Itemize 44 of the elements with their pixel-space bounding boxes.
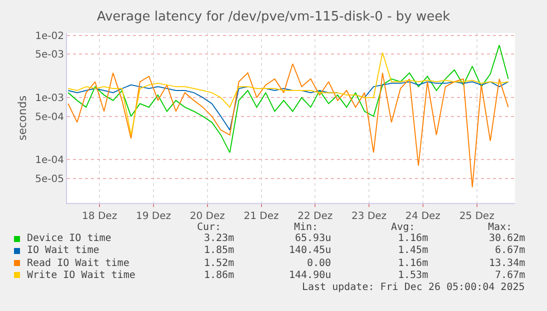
- text: 0.00: [307, 258, 332, 269]
- x-tick-label: 19 Dez: [136, 211, 171, 222]
- text: 1.85m: [204, 245, 234, 256]
- text: 65.93u: [295, 233, 332, 244]
- x-tick-label: 18 Dez: [82, 211, 118, 222]
- y-tick-label: 1e-03: [35, 93, 64, 104]
- y-tick-label: 1e-02: [35, 31, 64, 42]
- legend-label: Read IO Wait time: [27, 258, 130, 269]
- text: Avg:: [391, 222, 416, 233]
- text: 1.45m: [398, 245, 428, 256]
- x-tick-label: 21 Dez: [244, 211, 279, 222]
- x-tick-label: 23 Dez: [352, 211, 387, 222]
- line-series: [68, 44, 509, 154]
- text: Cur:: [197, 222, 222, 233]
- text: 13.34m: [489, 258, 526, 269]
- text: 140.45u: [289, 245, 332, 256]
- line-series: [68, 63, 509, 188]
- text: 1.52m: [204, 258, 234, 269]
- y-tick-label: 5e-05: [35, 174, 64, 185]
- text: Last update: Fri Dec 26 05:00:04 2025: [302, 282, 525, 293]
- x-tick-label: 25 Dez: [459, 211, 494, 222]
- chart-title: Average latency for /dev/pve/vm-115-disk-0 - by week: [96, 10, 451, 25]
- text: Max:: [488, 222, 512, 233]
- text: 1.16m: [398, 233, 428, 244]
- text: 7.67m: [495, 270, 526, 281]
- text: 144.90u: [289, 270, 332, 281]
- text: 1.86m: [204, 270, 234, 281]
- text: 1.53m: [398, 270, 428, 281]
- text: 3.23m: [204, 233, 234, 244]
- y-tick-label: 5e-03: [35, 50, 64, 61]
- x-tick-label: 20 Dez: [190, 211, 225, 222]
- x-tick-label: 22 Dez: [298, 211, 333, 222]
- y-tick-label: 1e-04: [35, 155, 64, 166]
- line-series: [68, 52, 509, 136]
- y-axis-title: seconds: [16, 95, 29, 140]
- legend-label: Device IO time: [27, 233, 112, 244]
- legend-label: Write IO Wait time: [27, 270, 136, 281]
- text: 6.67m: [495, 245, 526, 256]
- text: 30.62m: [489, 233, 526, 244]
- legend-label: IO Wait time: [27, 245, 100, 256]
- x-tick-label: 24 Dez: [405, 211, 440, 222]
- y-tick-label: 5e-04: [35, 112, 64, 123]
- text: Min:: [294, 222, 318, 233]
- text: 1.16m: [398, 258, 428, 269]
